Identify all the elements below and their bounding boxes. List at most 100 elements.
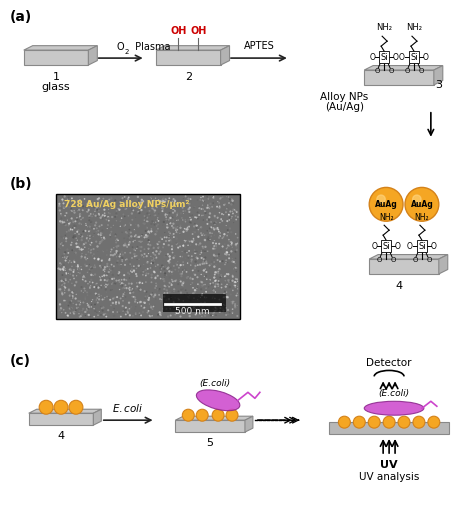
Point xyxy=(131,236,139,244)
Point xyxy=(169,243,176,251)
Point xyxy=(187,195,194,203)
Point xyxy=(119,297,127,305)
Point xyxy=(127,267,134,275)
Point xyxy=(172,266,179,274)
Point xyxy=(98,221,106,230)
Point xyxy=(144,196,151,205)
Point xyxy=(224,243,231,251)
Point xyxy=(94,298,101,307)
Point xyxy=(230,297,237,306)
Point xyxy=(140,215,147,224)
Point xyxy=(184,272,192,281)
Point xyxy=(174,280,182,288)
Point xyxy=(229,257,237,266)
Point xyxy=(212,261,220,269)
Point xyxy=(183,273,191,281)
Point xyxy=(180,261,187,269)
Point xyxy=(115,269,122,278)
Point xyxy=(234,285,241,293)
Point xyxy=(198,278,206,287)
Point xyxy=(87,224,94,233)
Point xyxy=(206,261,213,270)
Point xyxy=(76,234,84,242)
Point xyxy=(137,277,144,286)
Point xyxy=(87,231,94,240)
Point xyxy=(104,285,111,293)
Point xyxy=(185,247,193,255)
Point xyxy=(66,291,73,300)
Point xyxy=(131,305,139,313)
Point xyxy=(170,285,178,294)
Point xyxy=(106,231,114,240)
Point xyxy=(182,207,189,215)
Point xyxy=(59,204,67,212)
Point xyxy=(65,193,73,202)
Point xyxy=(129,206,137,215)
Point xyxy=(220,230,228,239)
Point xyxy=(130,202,137,210)
Point xyxy=(85,207,92,215)
Point xyxy=(58,289,66,298)
Point xyxy=(69,226,76,235)
Point xyxy=(99,211,107,219)
Point xyxy=(121,249,129,257)
Point xyxy=(166,225,174,233)
Text: (a): (a) xyxy=(9,11,32,24)
Polygon shape xyxy=(439,254,448,274)
Point xyxy=(93,224,100,233)
Point xyxy=(153,203,161,212)
Point xyxy=(116,252,123,261)
Point xyxy=(60,266,67,275)
Point xyxy=(230,264,237,273)
Point xyxy=(107,223,115,232)
Point xyxy=(149,305,156,313)
Point xyxy=(60,239,67,248)
Point xyxy=(73,226,81,235)
Point xyxy=(122,288,129,297)
Point xyxy=(94,242,101,251)
Point xyxy=(71,258,78,266)
Point xyxy=(194,208,201,217)
Point xyxy=(186,199,194,208)
Point xyxy=(103,293,111,301)
Point xyxy=(131,293,138,302)
Point xyxy=(98,238,105,246)
Point xyxy=(173,296,181,304)
Text: O: O xyxy=(404,68,410,74)
Point xyxy=(85,260,93,269)
Point xyxy=(132,213,139,222)
Point xyxy=(225,235,233,244)
Point xyxy=(66,233,74,242)
Point xyxy=(210,308,218,316)
Point xyxy=(191,248,199,257)
Point xyxy=(159,195,166,204)
Point xyxy=(146,312,154,321)
Point xyxy=(70,308,77,316)
Point xyxy=(66,304,73,313)
Point xyxy=(230,267,238,275)
Point xyxy=(75,303,82,312)
Point xyxy=(189,300,197,308)
Polygon shape xyxy=(93,409,101,425)
Point xyxy=(168,270,176,279)
Point xyxy=(87,209,94,218)
Point xyxy=(225,296,233,304)
Point xyxy=(146,261,154,269)
Point xyxy=(146,305,154,314)
Point xyxy=(139,219,147,227)
Point xyxy=(197,229,205,238)
Point xyxy=(87,216,95,224)
Point xyxy=(156,248,164,256)
Point xyxy=(226,213,234,222)
Point xyxy=(83,288,91,297)
Point xyxy=(143,217,151,225)
Point xyxy=(176,300,184,308)
Point xyxy=(180,213,188,221)
Point xyxy=(151,291,159,299)
Point xyxy=(168,245,176,253)
Point xyxy=(87,221,95,230)
Point xyxy=(201,260,208,268)
Point xyxy=(168,222,176,230)
Point xyxy=(231,206,238,214)
Point xyxy=(147,311,155,319)
